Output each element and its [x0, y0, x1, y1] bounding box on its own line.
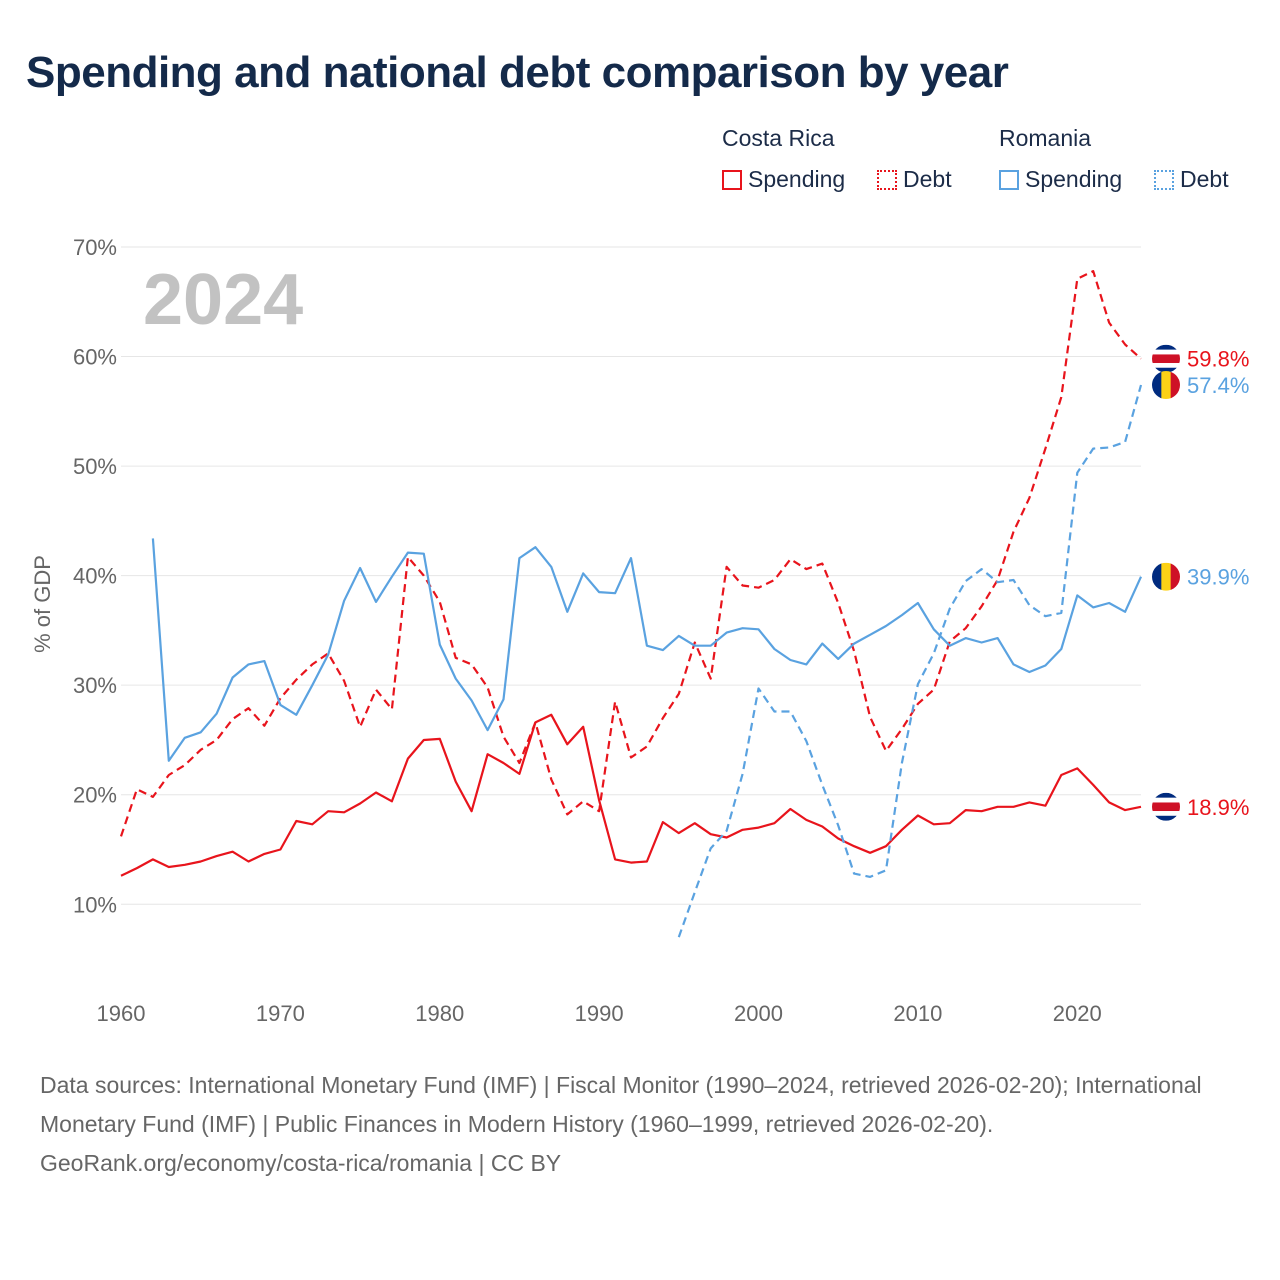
gridlines	[121, 246, 1141, 905]
legend-group-costa-rica: Costa Rica	[722, 125, 835, 151]
line-chart: 2024 % of GDP 10% 20% 30% 40% 50% 60% 70% 1960…	[30, 235, 1249, 1026]
legend-group-romania: Romania	[999, 125, 1092, 151]
x-tick-label: 2020	[1053, 1001, 1102, 1026]
y-tick-label: 40%	[73, 564, 117, 589]
data-sources: Data sources: International Monetary Fun…	[40, 1072, 1202, 1137]
dotted-swatch-icon	[1154, 169, 1174, 190]
year-watermark: 2024	[143, 260, 303, 340]
y-tick-label: 30%	[73, 673, 117, 698]
series-line-romania-spending	[151, 538, 1143, 762]
solid-swatch-icon	[722, 169, 742, 190]
end-value-label: 59.8%	[1187, 347, 1249, 372]
x-tick-label: 1980	[415, 1001, 464, 1026]
y-tick-label: 20%	[73, 783, 117, 808]
end-value-label: 18.9%	[1187, 795, 1249, 820]
x-tick-label: 1970	[256, 1001, 305, 1026]
romania-flag-icon	[1152, 371, 1180, 400]
series-line-costa-rica-debt	[119, 270, 1142, 837]
x-tick-label: 2000	[734, 1001, 783, 1026]
legend-romania-spending[interactable]: Spending	[999, 166, 1122, 193]
legend-label: Spending	[1025, 166, 1123, 192]
costa-rica-flag-icon	[1152, 792, 1180, 821]
credit-link[interactable]: GeoRank.org/economy/costa-rica/romania |…	[40, 1150, 562, 1176]
x-tick-label: 1960	[97, 1001, 146, 1026]
footer: Data sources: International Monetary Fun…	[40, 1066, 1240, 1183]
x-tick-label: 2010	[893, 1001, 942, 1026]
legend-label: Debt	[903, 166, 952, 192]
y-tick-label: 70%	[73, 235, 117, 260]
chart-title: Spending and national debt comparison by…	[26, 48, 1009, 97]
dotted-swatch-icon	[877, 169, 897, 190]
costa-rica-flag-icon	[1152, 344, 1180, 373]
legend-romania-debt[interactable]: Debt	[1154, 166, 1229, 193]
y-tick-label: 60%	[73, 345, 117, 370]
series-line-romania-debt	[677, 384, 1143, 938]
legend-costa-rica-spending[interactable]: Spending	[722, 166, 845, 193]
x-tick-label: 1990	[575, 1001, 624, 1026]
series-line-costa-rica-spending	[120, 713, 1142, 877]
end-value-label: 39.9%	[1187, 565, 1249, 590]
y-tick-label: 50%	[73, 454, 117, 479]
y-tick-label: 10%	[73, 892, 117, 917]
end-markers: 18.9% 59.8% 39.9% 57.4%	[1152, 344, 1249, 821]
legend-costa-rica-debt[interactable]: Debt	[877, 166, 952, 193]
x-axis-ticks: 1960 1970 1980 1990 2000 2010 2020	[97, 1001, 1102, 1026]
end-value-label: 57.4%	[1187, 373, 1249, 398]
solid-swatch-icon	[999, 169, 1019, 190]
legend-label: Debt	[1180, 166, 1229, 192]
romania-flag-icon	[1152, 562, 1180, 591]
y-axis-label: % of GDP	[30, 555, 55, 653]
legend-label: Spending	[748, 166, 846, 192]
series-lines	[119, 270, 1143, 938]
y-axis-ticks: 10% 20% 30% 40% 50% 60% 70%	[73, 235, 117, 917]
